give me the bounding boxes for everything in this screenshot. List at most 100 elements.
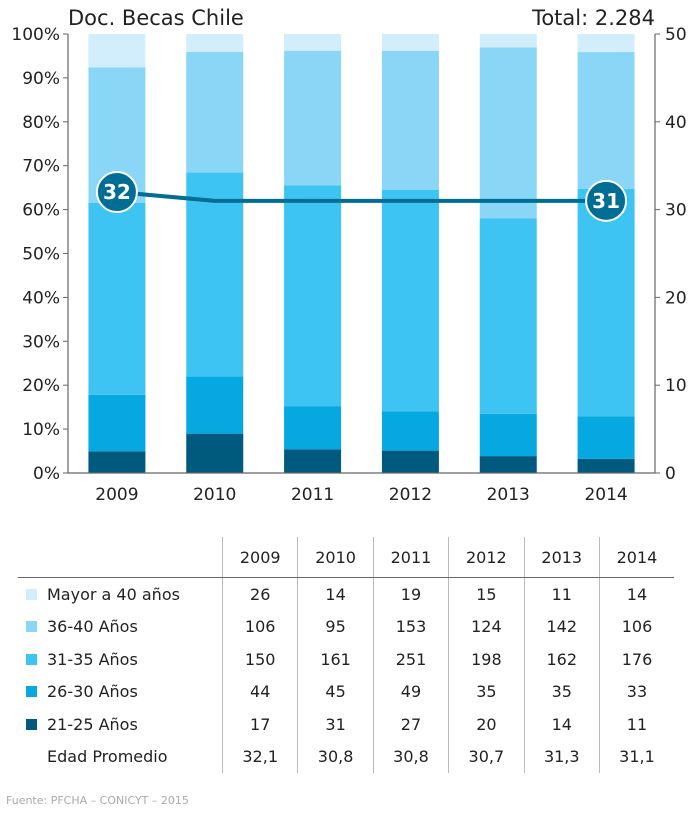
bar-segment-a21-25 <box>284 449 342 473</box>
table-year-header: 2010 <box>297 537 374 578</box>
table-cell: 31,3 <box>523 740 600 773</box>
y-left-tick-label: 100% <box>11 25 60 45</box>
bar-segment-a21-25 <box>186 433 244 473</box>
table-row: 21-25 Años 17 31 27 20 14 11 <box>18 708 674 741</box>
bar-segment-a26-30 <box>381 411 439 451</box>
table-header-blank <box>18 537 223 578</box>
table-cell: 14 <box>523 708 600 741</box>
table-row: Edad Promedio 32,1 30,8 30,8 30,7 31,3 31,1 <box>18 740 674 774</box>
table-cell: 176 <box>598 643 674 676</box>
y-left-tick-label: 30% <box>22 332 60 352</box>
y-right-tick-label: 50 <box>665 25 687 45</box>
table-row-label: 36-40 Años <box>47 617 138 637</box>
table-cell: 106 <box>598 610 674 643</box>
legend-swatch <box>26 653 37 665</box>
x-tick-label: 2010 <box>193 485 236 505</box>
table-row-label-cell: 21-25 Años <box>18 708 223 741</box>
table-cell: 44 <box>221 675 298 708</box>
bar-segment-a31-35 <box>186 172 244 377</box>
x-tick-label: 2013 <box>487 485 530 505</box>
table-cell: 30,8 <box>297 740 374 773</box>
average-age-label: 32 <box>103 180 131 204</box>
table-cell: 11 <box>523 577 600 611</box>
table-cell: 142 <box>523 610 600 643</box>
legend-swatch <box>26 751 37 762</box>
y-left-tick-label: 60% <box>22 201 60 221</box>
table-row-label-cell: Edad Promedio <box>18 741 223 774</box>
bar-segment-a31-35 <box>88 202 146 395</box>
table-row-label: Mayor a 40 años <box>47 584 180 604</box>
table-row: 26-30 Años 44 45 49 35 35 33 <box>18 675 674 708</box>
table-cell: 35 <box>448 675 525 708</box>
table-cell: 45 <box>297 675 374 708</box>
table-row-label: Edad Promedio <box>47 747 168 767</box>
x-tick-label: 2011 <box>291 485 334 505</box>
y-left-tick-label: 40% <box>22 288 60 308</box>
table-cell: 15 <box>448 577 525 611</box>
legend-swatch <box>26 621 37 633</box>
table-year-header: 2011 <box>372 537 449 578</box>
bar-segment-a31-35 <box>381 189 439 412</box>
average-age-line <box>116 190 607 203</box>
table-row-label: 31-35 Años <box>47 649 138 669</box>
bar-segment-a26-30 <box>88 394 146 452</box>
x-tick-label: 2012 <box>389 485 432 505</box>
source-note: Fuente: PFCHA – CONICYT – 2015 <box>6 794 189 807</box>
bar-segment-a21-25 <box>381 450 439 473</box>
bar-segment-a26-30 <box>479 413 537 457</box>
y-left-tick-label: 90% <box>22 69 60 89</box>
bar-segment-a21-25 <box>577 458 635 473</box>
bar-segment-a21-25 <box>479 456 537 473</box>
stacked-bar-chart: Doc. Becas Chile Total: 2.284 0% 10% 20% 30… <box>11 6 687 505</box>
table-cell: 162 <box>523 643 600 676</box>
table-cell: 14 <box>598 577 674 611</box>
bar-segment-a36-40 <box>284 50 342 186</box>
legend-swatch <box>26 588 37 600</box>
chart-title: Doc. Becas Chile <box>68 6 244 30</box>
bar-segment-a31-35 <box>284 185 342 407</box>
data-table: 2009 2010 2011 2012 2013 2014 Mayor a 40… <box>18 537 674 773</box>
bar-segment-mayor40 <box>479 34 537 48</box>
table-cell: 20 <box>448 708 525 741</box>
bar-segment-a21-25 <box>88 451 146 473</box>
table-cell: 19 <box>372 577 449 611</box>
table-cell: 150 <box>221 643 298 676</box>
table-row-label-cell: Mayor a 40 años <box>18 578 223 611</box>
y-left-tick-label: 0% <box>33 464 60 484</box>
table-cell: 26 <box>221 577 298 611</box>
y-right-tick-label: 10 <box>665 376 687 396</box>
table-row-label-cell: 31-35 Años <box>18 643 223 676</box>
bar-segment-a31-35 <box>479 218 537 414</box>
table-row: 36-40 Años 106 95 153 124 142 106 <box>18 610 674 643</box>
table-row: 31-35 Años 150 161 251 198 162 176 <box>18 643 674 676</box>
legend-swatch <box>26 718 37 730</box>
table-cell: 32,1 <box>221 740 298 773</box>
table-cell: 95 <box>297 610 374 643</box>
y-right-tick-label: 0 <box>665 464 676 484</box>
table-cell: 11 <box>598 708 674 741</box>
y-left-tick-label: 20% <box>22 376 60 396</box>
table-cell: 106 <box>221 610 298 643</box>
bar-segment-a36-40 <box>381 50 439 190</box>
y-left-tick-label: 80% <box>22 113 60 133</box>
y-left-tick-label: 70% <box>22 157 60 177</box>
y-right-tick-label: 40 <box>665 113 687 133</box>
bar-segment-a36-40 <box>186 51 244 173</box>
average-age-marker <box>95 171 138 214</box>
table-header-row: 2009 2010 2011 2012 2013 2014 <box>18 537 674 578</box>
bar-segment-a26-30 <box>186 376 244 434</box>
average-age-marker <box>585 179 628 222</box>
bar-segment-mayor40 <box>88 34 146 68</box>
y-right-tick-label: 20 <box>665 288 687 308</box>
bar-segment-a36-40 <box>479 47 537 219</box>
table-cell: 153 <box>372 610 449 643</box>
table-cell: 161 <box>297 643 374 676</box>
table-cell: 14 <box>297 577 374 611</box>
table-cell: 30,7 <box>448 740 525 773</box>
bar-segment-mayor40 <box>284 34 342 51</box>
x-tick-label: 2009 <box>95 485 138 505</box>
table-cell: 33 <box>598 675 674 708</box>
table-year-header: 2014 <box>598 537 674 578</box>
bar-segment-mayor40 <box>381 34 439 51</box>
table-row-label: 21-25 Años <box>47 714 138 734</box>
